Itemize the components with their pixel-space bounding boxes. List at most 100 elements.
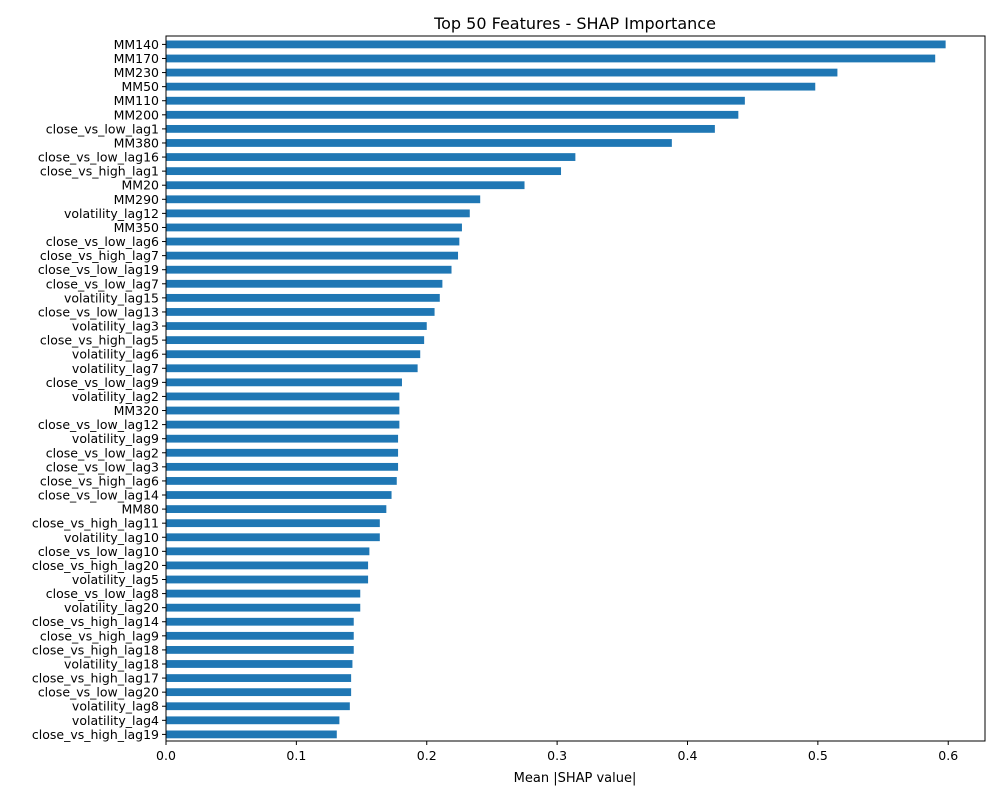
y-tick-label: volatility_lag12 (64, 206, 159, 221)
bar-close_vs_high_lag18 (166, 646, 354, 654)
y-tick-label: close_vs_high_lag5 (40, 333, 159, 348)
y-tick-label: close_vs_low_lag13 (38, 304, 159, 319)
x-tick-label: 0.6 (938, 748, 958, 763)
bar-volatility_lag6 (166, 350, 421, 359)
y-tick-label: close_vs_low_lag20 (38, 685, 159, 700)
y-tick-label: volatility_lag2 (72, 389, 159, 404)
y-tick-label: volatility_lag7 (72, 361, 159, 376)
bar-MM80 (166, 505, 387, 513)
x-axis-ticks: 0.0 0.1 0.2 0.3 0.4 0.5 0.6 (156, 741, 958, 763)
x-tick-label: 0.5 (808, 748, 828, 763)
x-tick-label: 0.0 (156, 748, 176, 763)
bar-volatility_lag9 (166, 434, 399, 443)
bar-MM380 (166, 139, 672, 147)
y-tick-label: volatility_lag4 (72, 713, 159, 728)
x-tick-label: 0.4 (678, 748, 698, 763)
bar-close_vs_low_lag6 (166, 237, 460, 246)
plot-frame (165, 35, 986, 742)
chart-title: Top 50 Features - SHAP Importance (433, 14, 716, 33)
bar-close_vs_high_lag1 (166, 167, 562, 176)
bar-volatility_lag5 (166, 575, 369, 584)
y-tick-label: close_vs_low_lag1 (46, 121, 159, 136)
y-tick-label: volatility_lag3 (72, 319, 159, 334)
x-tick-label: 0.1 (286, 748, 306, 763)
y-tick-label: MM170 (114, 51, 159, 66)
bar-MM320 (166, 406, 400, 415)
bar-MM200 (166, 110, 739, 119)
y-tick-label: close_vs_high_lag18 (32, 642, 159, 657)
y-tick-label: MM320 (114, 403, 159, 418)
y-tick-label: close_vs_low_lag10 (38, 544, 159, 559)
y-tick-label: MM140 (114, 37, 159, 52)
y-tick-label: close_vs_high_lag17 (32, 671, 159, 686)
y-tick-label: close_vs_low_lag14 (38, 488, 159, 503)
bar-MM50 (166, 82, 816, 91)
bar-volatility_lag3 (166, 322, 427, 330)
bar-close_vs_high_lag11 (166, 519, 380, 528)
y-tick-label: close_vs_low_lag7 (46, 276, 159, 291)
bar-volatility_lag20 (166, 603, 361, 612)
bar-close_vs_low_lag9 (166, 378, 402, 387)
y-tick-label: close_vs_low_lag6 (46, 234, 159, 249)
bar-close_vs_low_lag14 (166, 491, 392, 499)
bar-MM110 (166, 96, 745, 105)
y-tick-label: close_vs_low_lag9 (46, 375, 159, 390)
y-tick-label: MM350 (114, 220, 159, 235)
bar-close_vs_high_lag9 (166, 631, 354, 640)
bar-close_vs_low_lag3 (166, 462, 399, 471)
bar-close_vs_high_lag17 (166, 674, 352, 682)
y-tick-label: close_vs_high_lag14 (32, 614, 159, 629)
y-tick-label: close_vs_high_lag6 (40, 473, 159, 488)
bar-close_vs_low_lag16 (166, 153, 576, 161)
y-tick-label: volatility_lag18 (64, 656, 159, 671)
y-tick-label: MM200 (114, 107, 159, 122)
x-tick-label: 0.3 (547, 748, 567, 763)
y-tick-label: MM230 (114, 65, 159, 80)
y-tick-label: volatility_lag10 (64, 530, 159, 545)
y-tick-label: close_vs_low_lag12 (38, 417, 159, 432)
bar-volatility_lag12 (166, 209, 470, 218)
y-tick-label: volatility_lag5 (72, 572, 159, 587)
bar-close_vs_high_lag7 (166, 251, 459, 260)
bar-close_vs_low_lag2 (166, 448, 399, 457)
y-tick-label: close_vs_high_lag1 (40, 164, 159, 179)
bar-volatility_lag15 (166, 293, 440, 302)
bar-close_vs_high_lag6 (166, 477, 397, 485)
y-tick-label: MM110 (114, 93, 159, 108)
y-tick-label: close_vs_high_lag20 (32, 558, 159, 573)
bar-volatility_lag2 (166, 392, 400, 401)
y-tick-label: volatility_lag8 (72, 699, 159, 714)
bar-MM230 (166, 68, 838, 77)
y-tick-label: close_vs_low_lag3 (46, 459, 159, 474)
y-tick-label: MM20 (122, 178, 160, 193)
y-tick-label: close_vs_high_lag9 (40, 628, 159, 643)
x-axis-label: Mean |SHAP value| (514, 771, 637, 786)
y-tick-label: close_vs_low_lag8 (46, 586, 159, 601)
bar-close_vs_low_lag10 (166, 547, 370, 556)
bar-close_vs_low_lag12 (166, 420, 400, 429)
y-tick-label: close_vs_low_lag2 (46, 445, 159, 460)
bar-volatility_lag4 (166, 716, 340, 725)
y-tick-label: close_vs_low_lag19 (38, 262, 159, 277)
y-tick-label: MM80 (122, 502, 160, 517)
y-tick-label: volatility_lag15 (64, 290, 159, 305)
bar-MM170 (166, 54, 936, 63)
bar-volatility_lag7 (166, 364, 418, 373)
y-tick-label: MM380 (114, 135, 159, 150)
bar-close_vs_low_lag7 (166, 279, 443, 288)
bar-volatility_lag18 (166, 660, 353, 668)
bar-close_vs_low_lag1 (166, 124, 715, 133)
bar-volatility_lag10 (166, 533, 380, 542)
y-tick-label: close_vs_high_lag7 (40, 248, 159, 263)
y-axis-labels: MM140MM170MM230MM50MM110MM200close_vs_lo… (32, 37, 166, 742)
bar-close_vs_high_lag19 (166, 730, 337, 739)
bar-volatility_lag8 (166, 702, 350, 711)
bar-close_vs_low_lag19 (166, 265, 452, 274)
bar-MM350 (166, 223, 462, 232)
y-tick-label: MM50 (122, 79, 160, 94)
bars-group (166, 40, 946, 739)
y-tick-label: MM290 (114, 192, 159, 207)
bar-MM290 (166, 195, 481, 204)
y-tick-label: volatility_lag20 (64, 600, 159, 615)
